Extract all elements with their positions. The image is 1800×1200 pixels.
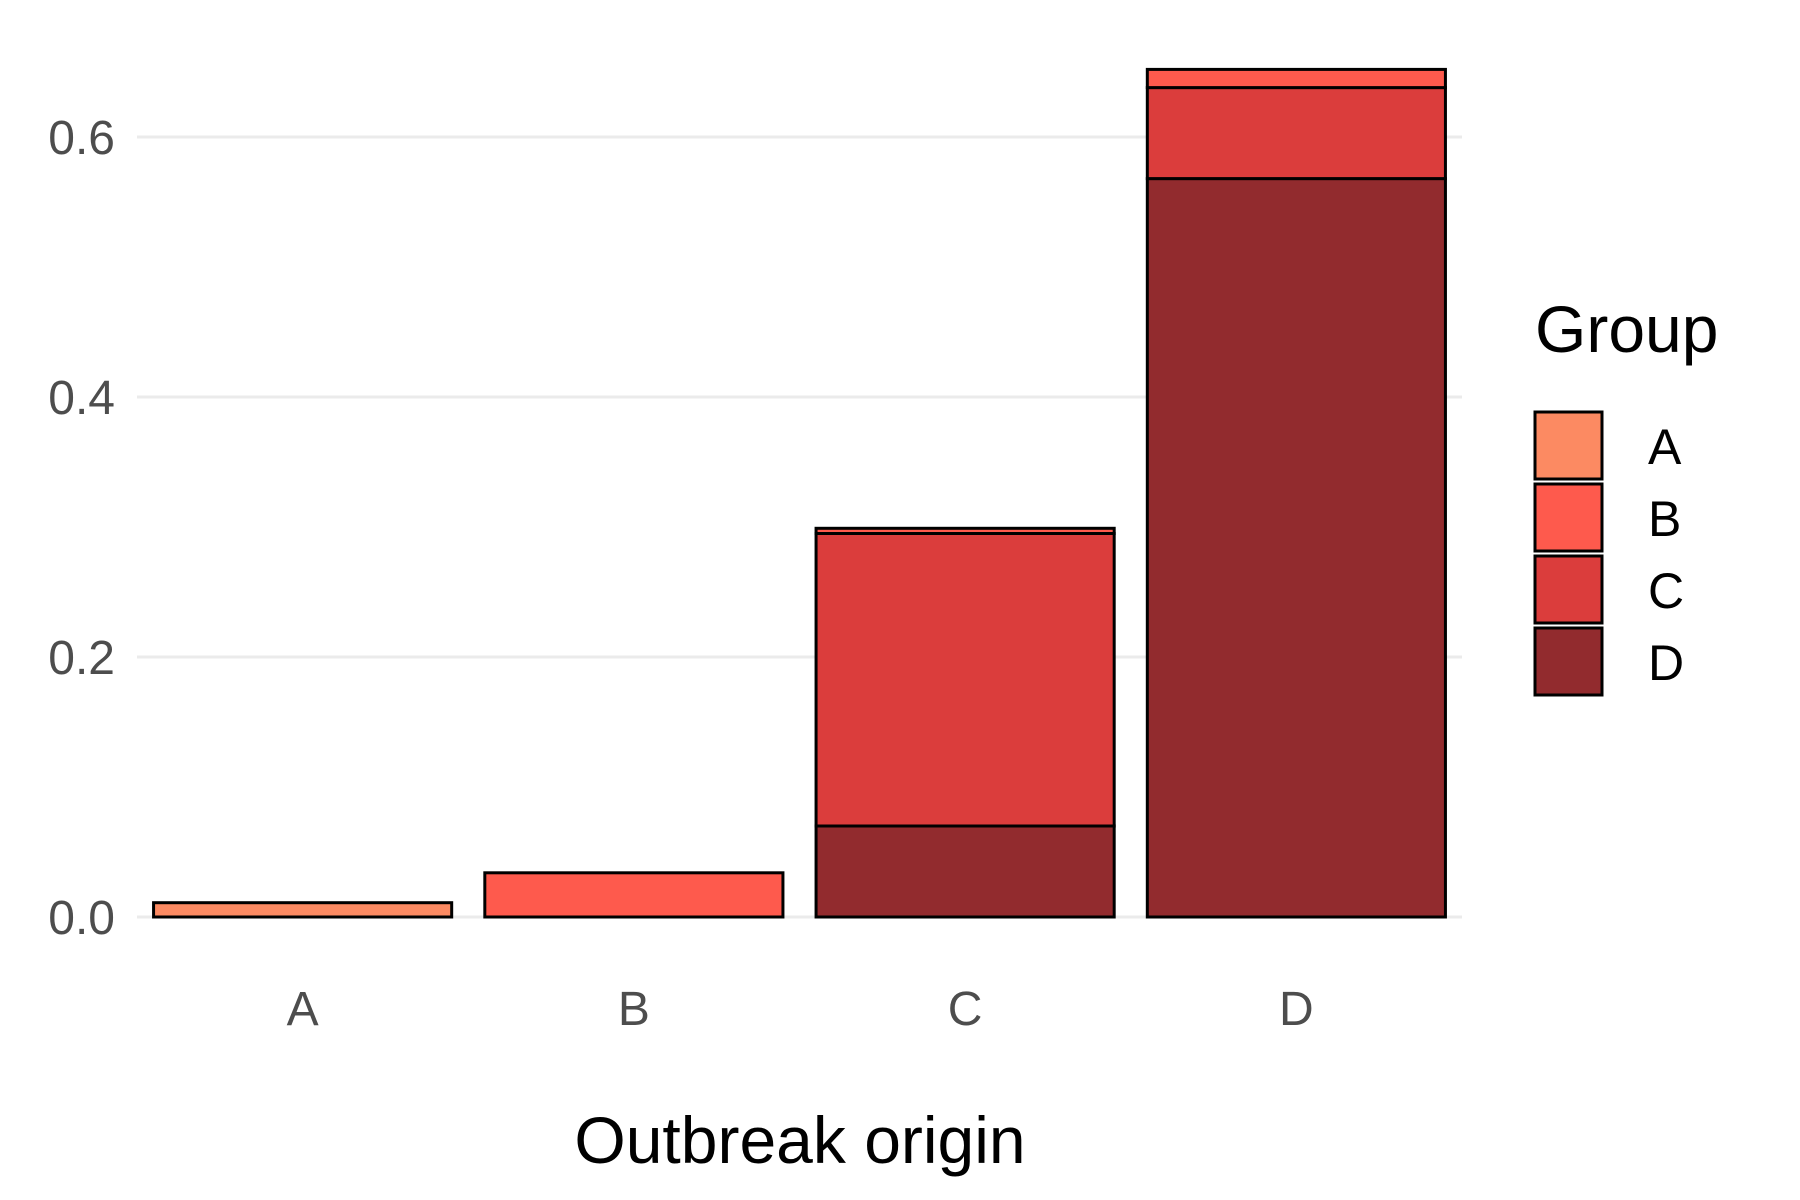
legend-key-d xyxy=(1533,626,1604,697)
x-tick-label: D xyxy=(1279,983,1314,1036)
legend-label: D xyxy=(1648,635,1684,691)
bars xyxy=(152,67,1447,919)
bar-segment-d-group-d xyxy=(1145,177,1447,919)
y-tick-label: 0.6 xyxy=(48,112,115,165)
bar-segment-b-group-b xyxy=(483,871,785,919)
x-tick-label: B xyxy=(618,983,650,1036)
legend-label: B xyxy=(1648,491,1681,547)
legend-label: A xyxy=(1648,419,1682,475)
bar-segment-c-group-d xyxy=(814,824,1116,919)
bar-segment-a-group-a xyxy=(152,901,454,919)
legend-key-c xyxy=(1533,554,1604,625)
legend-key-b xyxy=(1533,482,1604,553)
y-tick-label: 0.2 xyxy=(48,632,115,685)
bar-segment-c-group-b xyxy=(814,526,1116,535)
x-tick-label: A xyxy=(287,983,319,1036)
x-axis-ticks: A B C D xyxy=(287,983,1314,1036)
bar-segment-d-group-b xyxy=(1145,67,1447,90)
legend-title: Group xyxy=(1535,292,1718,366)
x-axis-title: Outbreak origin xyxy=(574,1103,1025,1177)
legend-key-a xyxy=(1533,410,1604,481)
bar-segment-d-group-c xyxy=(1145,86,1447,181)
legend-label: C xyxy=(1648,563,1684,619)
y-tick-label: 0.4 xyxy=(48,372,115,425)
bar-segment-c-group-c xyxy=(814,532,1116,828)
y-axis-ticks: 0.0 0.2 0.4 0.6 xyxy=(48,112,115,945)
x-tick-label: C xyxy=(948,983,983,1036)
y-tick-label: 0.0 xyxy=(48,892,115,945)
